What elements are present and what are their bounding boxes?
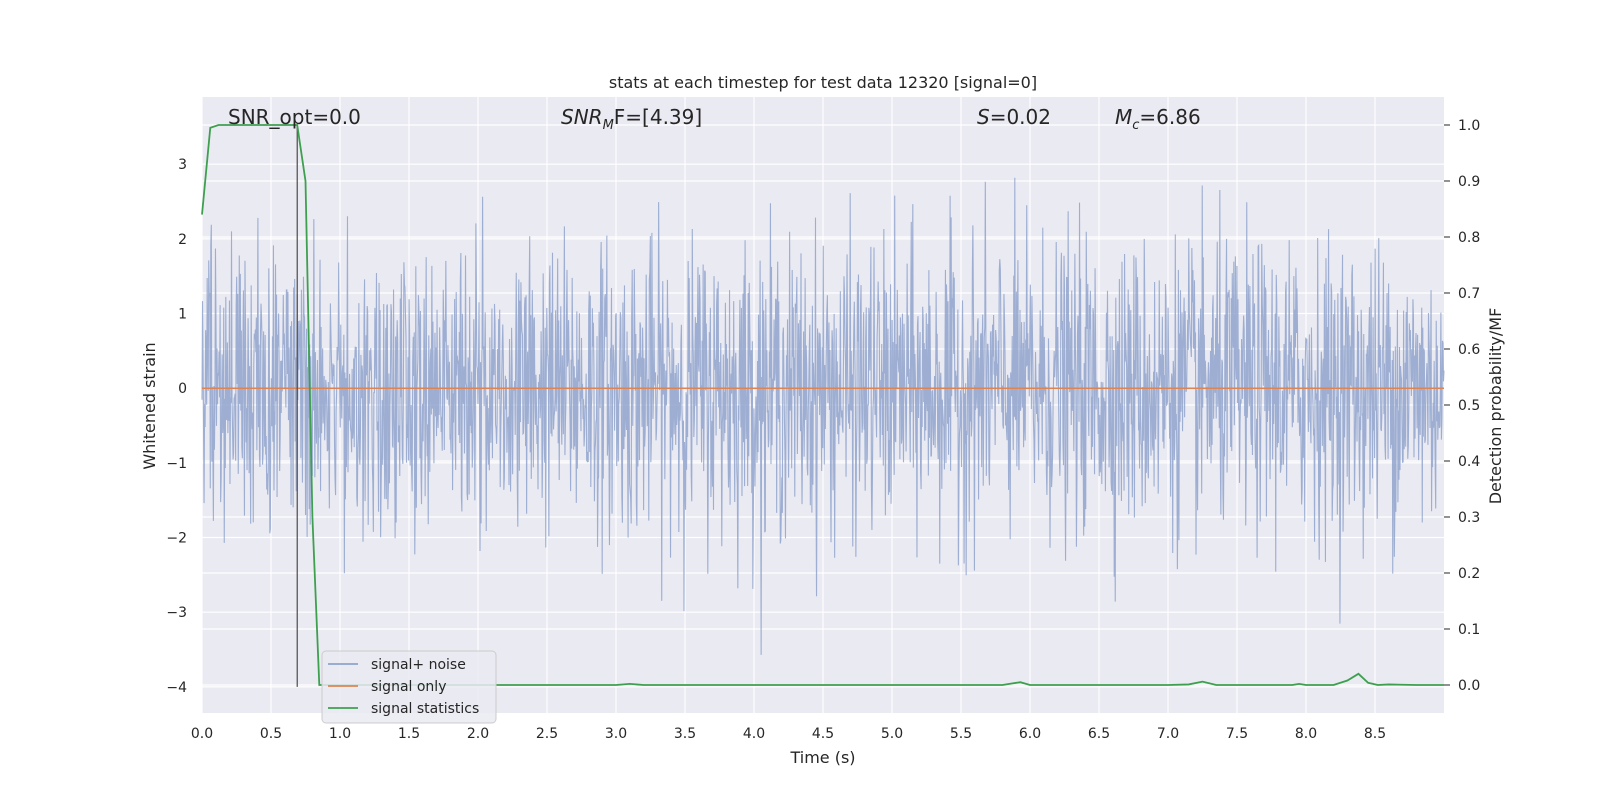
x-tick-label: 5.5: [950, 726, 972, 742]
x-tick-label: 3.5: [674, 726, 696, 742]
x-tick-label: 0.5: [260, 726, 282, 742]
annotation-mc-var: M: [1115, 105, 1132, 129]
y-tick-label: 1: [178, 307, 187, 323]
y-right-tick-label: 0.6: [1458, 342, 1480, 358]
x-tick-label: 8.0: [1295, 726, 1317, 742]
legend-label-signal-statistics: signal statistics: [371, 701, 479, 717]
y-tick-label: 3: [178, 157, 187, 173]
annotation-snr-opt: SNR_opt=0.0: [228, 105, 361, 129]
y-tick-label: −1: [166, 456, 187, 472]
x-tick-label: 1.5: [398, 726, 420, 742]
legend-label-signal-noise: signal+ noise: [371, 657, 466, 673]
x-tick-label: 6.5: [1088, 726, 1110, 742]
x-tick-label: 0.0: [191, 726, 213, 742]
x-tick-label: 4.5: [812, 726, 834, 742]
x-tick-label: 1.0: [329, 726, 351, 742]
y-right-tick-label: 0.7: [1458, 286, 1480, 302]
legend: signal+ noise signal only signal statist…: [321, 650, 497, 724]
annotation-s-value: =0.02: [990, 105, 1051, 129]
x-axis-ticks: 0.0 0.5 1.0 1.5 2.0 2.5 3.0 3.5 4.0 4.5 5.0 5.5 6.0 6…: [191, 726, 1386, 742]
annotation-snr-mf-main: SNR: [561, 105, 603, 129]
x-axis-label: Time (s): [789, 748, 855, 767]
y-right-tick-label: 0.2: [1458, 566, 1480, 582]
annotation-s: S=0.02: [977, 105, 1051, 129]
x-tick-label: 5.0: [881, 726, 903, 742]
signal-noise-series: [201, 177, 1445, 655]
y-tick-label: −3: [166, 605, 187, 621]
y-tick-label: 2: [178, 232, 187, 248]
y-tick-label: 0: [178, 381, 187, 397]
x-tick-label: 4.0: [743, 726, 765, 742]
x-tick-label: 3.0: [605, 726, 627, 742]
y-right-tick-label: 0.5: [1458, 398, 1480, 414]
y-right-axis-ticks: 1.0 0.9 0.8 0.7 0.6 0.5 0.4 0.3 0.2 0.1 0.0: [1444, 118, 1480, 694]
y-right-tick-label: 0.9: [1458, 174, 1480, 190]
y-right-tick-label: 0.0: [1458, 678, 1480, 694]
y-right-tick-label: 1.0: [1458, 118, 1480, 134]
annotation-mc: Mc=6.86: [1115, 105, 1201, 133]
y-tick-label: −4: [166, 680, 187, 696]
x-tick-label: 7.5: [1226, 726, 1248, 742]
x-tick-label: 2.0: [467, 726, 489, 742]
annotation-mc-value: =6.86: [1139, 105, 1200, 129]
signal-noise-trace: [201, 177, 1445, 655]
annotation-mc-sub: c: [1132, 118, 1139, 133]
annotation-snr-mf: SNRMF=[4.39]: [561, 105, 702, 133]
chart-title: stats at each timestep for test data 123…: [609, 73, 1037, 92]
x-tick-label: 6.0: [1019, 726, 1041, 742]
annotation-s-var: S: [977, 105, 990, 129]
x-tick-label: 7.0: [1157, 726, 1179, 742]
legend-label-signal-only: signal only: [371, 679, 446, 695]
y-axis-ticks: 3 2 1 0 −1 −2 −3 −4: [166, 157, 187, 696]
y-tick-label: −2: [166, 531, 187, 547]
y-right-tick-label: 0.4: [1458, 454, 1480, 470]
y-axis-label: Whitened strain: [140, 342, 159, 469]
x-tick-label: 8.5: [1364, 726, 1386, 742]
y-right-tick-label: 0.8: [1458, 230, 1480, 246]
y-right-tick-label: 0.1: [1458, 622, 1480, 638]
legend-box: [321, 650, 497, 724]
annotation-snr-mf-rest: F=[4.39]: [614, 105, 702, 129]
signal-statistics-series: [201, 124, 1444, 686]
y-right-tick-label: 0.3: [1458, 510, 1480, 526]
x-tick-label: 2.5: [536, 726, 558, 742]
annotation-snr-mf-sub: M: [603, 118, 614, 133]
y-right-axis-label: Detection probability/MF: [1486, 308, 1505, 505]
